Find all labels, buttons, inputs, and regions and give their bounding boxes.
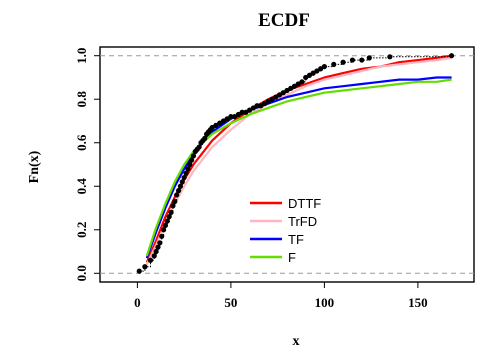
legend-label-dttf: DTTF: [288, 196, 321, 211]
ecdf-point: [151, 253, 157, 259]
ecdf-point: [196, 144, 202, 150]
ecdf-point: [179, 179, 185, 185]
legend-label-tf: TF: [288, 232, 304, 247]
legend-label-trfd: TrFD: [288, 214, 317, 229]
ecdf-point: [190, 153, 197, 159]
ecdf-point: [340, 59, 346, 65]
ecdf-point: [175, 188, 182, 194]
y-axis: 0.0 0.2 0.4 0.6 0.8 1.0: [74, 48, 100, 281]
ecdf-point: [157, 240, 163, 246]
y-tick-label: 0.6: [74, 134, 89, 151]
ecdf-point: [321, 63, 327, 70]
chart-title: ECDF: [258, 10, 310, 31]
ecdf-point: [366, 55, 372, 61]
legend: DTTF TrFD TF F: [250, 196, 321, 265]
ecdf-point: [183, 170, 189, 176]
ecdf-point: [359, 57, 365, 63]
ecdf-point: [166, 214, 172, 220]
y-tick-label: 0.0: [74, 265, 89, 281]
y-tick-label: 0.4: [74, 178, 89, 195]
ecdf-point: [168, 209, 174, 215]
ecdf-point: [349, 57, 356, 63]
ecdf-point: [136, 268, 142, 274]
y-tick-label: 0.8: [74, 91, 89, 108]
ecdf-point: [160, 227, 167, 233]
ecdf-point: [187, 161, 193, 168]
ecdf-point: [189, 157, 195, 163]
ecdf-point: [387, 54, 393, 60]
x-tick-label: 0: [134, 295, 141, 310]
series-line-f: [145, 78, 452, 257]
ecdf-point: [153, 248, 159, 255]
ecdf-point: [299, 79, 305, 85]
ecdf-point: [202, 135, 208, 141]
ecdf-point: [239, 109, 245, 115]
plot-frame: [99, 46, 475, 283]
ecdf-point: [448, 53, 455, 59]
ecdf-point: [159, 233, 165, 239]
x-tick-label: 100: [315, 295, 335, 310]
y-tick-label: 1.0: [74, 48, 89, 64]
ecdf-point: [254, 103, 260, 109]
ecdf-point: [164, 218, 170, 224]
ecdf-point: [177, 183, 184, 189]
legend-label-f: F: [288, 250, 296, 265]
ecdf-point: [162, 222, 169, 229]
ecdf-point: [170, 203, 176, 209]
ecdf-point: [147, 257, 154, 263]
ecdf-steps: [136, 53, 455, 274]
ecdf-point: [142, 264, 148, 270]
ecdf-point: [228, 114, 234, 120]
ecdf-point: [172, 198, 178, 205]
ecdf-point: [331, 61, 337, 68]
ecdf-point: [174, 192, 180, 198]
x-axis: 0 50 100 150: [134, 282, 428, 310]
y-axis-label: Fn(x): [27, 150, 42, 183]
x-tick-label: 150: [408, 295, 428, 310]
ecdf-point: [155, 244, 161, 250]
y-tick-label: 0.2: [74, 222, 89, 238]
x-tick-label: 50: [224, 295, 237, 310]
ecdf-point: [185, 166, 191, 172]
ecdf-point: [181, 174, 187, 181]
x-axis-label: x: [293, 334, 300, 349]
series-line-tf: [145, 76, 452, 259]
